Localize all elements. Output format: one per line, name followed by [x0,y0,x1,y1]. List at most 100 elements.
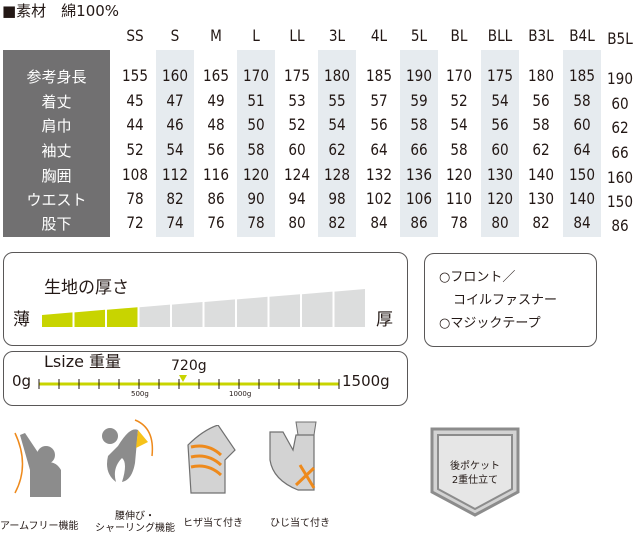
weight-panel: Lsize 重量 720g 0g 1500g 500g 1000g [3,351,408,406]
table-cell: 86 [410,213,428,232]
row-label: 胸囲 [41,167,72,185]
row-label: ウエスト [26,191,87,209]
table-cell: 124 [284,165,310,184]
size-header: L [252,26,260,45]
table-cell: 78 [450,213,468,232]
thickness-panel: 生地の厚さ 薄 厚 [3,252,408,346]
back-pocket-icon [430,427,520,517]
table-cell: 59 [410,91,428,110]
table-cell: 86 [207,189,225,208]
row-label: 参考身長 [26,68,87,86]
table-cell: 78 [126,189,144,208]
thickness-segment [269,294,300,327]
table-cell: 60 [611,94,629,113]
table-cell: 98 [328,189,346,208]
waist-stretch-icon [102,419,154,482]
table-cell: 175 [284,66,310,85]
tick-1000-label: 1000g [229,390,252,398]
table-cell: 160 [607,168,633,187]
table-cell: 102 [366,189,392,208]
table-cell: 120 [446,165,472,184]
weight-max: 1500g [342,372,390,390]
table-cell: 45 [126,91,144,110]
table-cell: 47 [166,91,184,110]
weight-value: 720g [171,358,207,374]
feature-velcro: ○マジックテープ [439,316,541,331]
table-cell: 56 [370,115,388,134]
back-pocket-text-2: 2重仕立て [451,475,499,486]
table-cell: 54 [166,140,184,159]
weight-title: Lsize 重量 [44,352,122,371]
waist-stretch-caption-2: シャーリング機能 [95,523,175,534]
thickness-segment [172,302,203,327]
table-cell: 120 [243,165,269,184]
table-cell: 57 [370,91,388,110]
table-cell: 108 [122,165,148,184]
table-cell: 90 [247,189,265,208]
size-header: BLL [487,26,513,45]
thickness-segment [107,307,138,327]
feature-front: ○フロント／ [439,270,516,285]
table-cell: 170 [243,66,269,85]
weight-scale [38,375,340,389]
table-cell: 60 [573,115,591,134]
table-cell: 50 [247,115,265,134]
column-shade [237,50,275,237]
size-header: 3L [328,26,346,45]
table-cell: 66 [410,140,428,159]
table-cell: 54 [450,115,468,134]
row-label-box [3,50,110,237]
table-cell: 82 [532,213,550,232]
column-shade [481,50,519,237]
table-cell: 94 [288,189,306,208]
size-header: B5L [607,29,633,48]
thickness-title: 生地の厚さ [44,278,129,298]
table-cell: 62 [532,140,550,159]
table-cell: 130 [487,165,513,184]
table-cell: 84 [573,213,591,232]
thickness-segment [74,309,105,327]
size-header: B4L [569,26,595,45]
thickness-scale [42,289,365,327]
size-header: 5L [410,26,428,45]
table-cell: 116 [203,165,229,184]
table-cell: 130 [528,189,554,208]
table-cell: 74 [166,213,184,232]
table-cell: 66 [611,143,629,162]
table-cell: 80 [491,213,509,232]
row-label: 着丈 [41,93,72,111]
table-cell: 82 [328,213,346,232]
table-cell: 112 [162,165,188,184]
table-cell: 62 [611,118,629,137]
table-cell: 54 [328,115,346,134]
table-cell: 132 [366,165,392,184]
table-cell: 120 [487,189,513,208]
table-cell: 62 [328,140,346,159]
table-cell: 60 [288,140,306,159]
knee-pad-caption: ヒザ当て付き [183,518,243,529]
table-cell: 180 [528,66,554,85]
size-header: B3L [528,26,554,45]
table-cell: 64 [370,140,388,159]
table-cell: 155 [122,66,148,85]
table-cell: 52 [450,91,468,110]
table-cell: 80 [288,213,306,232]
table-cell: 150 [569,165,595,184]
table-cell: 53 [288,91,306,110]
table-cell: 54 [491,91,509,110]
table-cell: 84 [370,213,388,232]
table-cell: 170 [446,66,472,85]
table-cell: 46 [166,115,184,134]
thickness-segment [334,289,365,327]
weight-marker [179,375,187,382]
thickness-segment [237,296,268,327]
back-pocket-text-1: 後ポケット [450,461,500,472]
thin-label: 薄 [13,310,30,330]
table-cell: 56 [207,140,225,159]
arm-free-icon [14,432,61,497]
size-header: SS [126,26,144,45]
table-cell: 150 [607,192,633,211]
table-cell: 106 [406,189,432,208]
table-cell: 180 [324,66,350,85]
features-panel: ○フロント／ コイルファスナー ○マジックテープ [424,253,597,347]
